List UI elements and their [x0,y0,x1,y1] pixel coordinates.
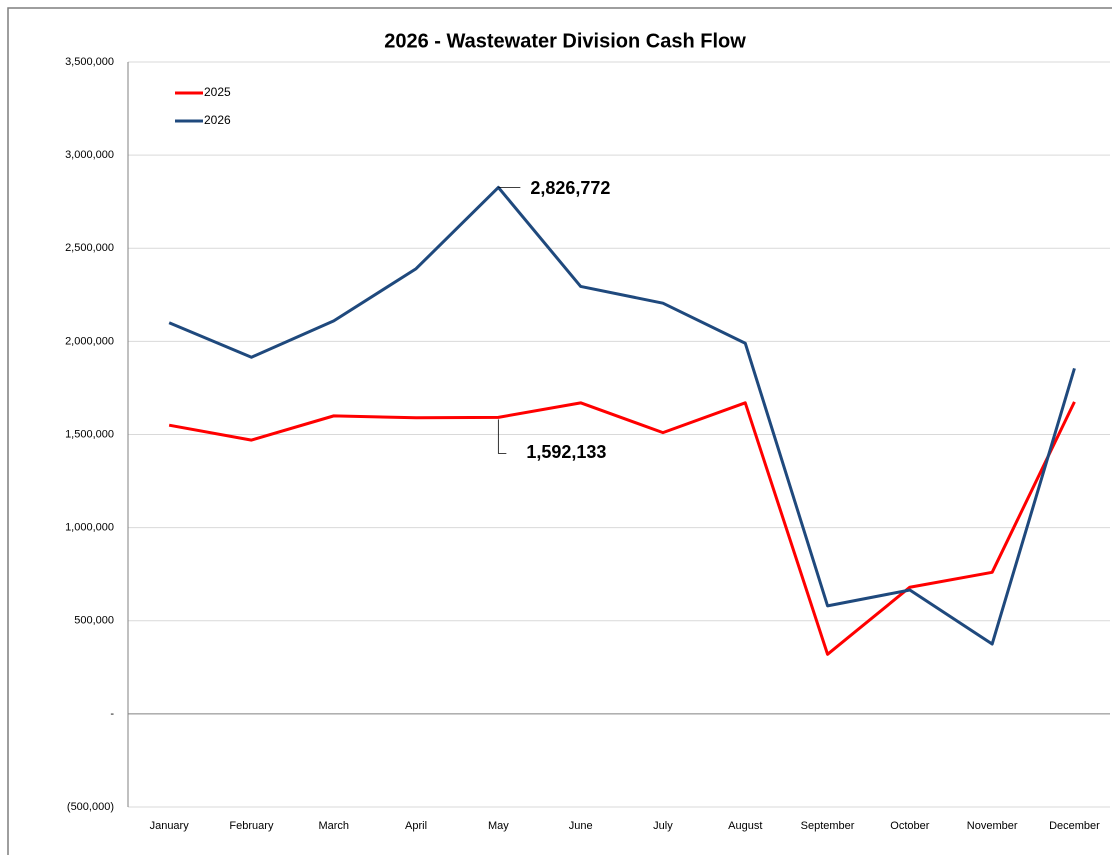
y-tick-label: 3,000,000 [65,149,114,161]
x-tick-label: July [653,820,673,832]
y-tick-label: 500,000 [74,615,114,627]
y-tick-label: 1,000,000 [65,522,114,534]
chart-title: 2026 - Wastewater Division Cash Flow [384,30,746,52]
data-label: 2,826,772 [530,178,610,198]
x-tick-label: March [318,820,349,832]
y-tick-label: 2,500,000 [65,242,114,254]
series-line [168,185,1076,646]
x-tick-label: January [150,820,190,832]
series-line [168,401,1076,656]
legend-label: 2025 [204,85,231,99]
x-tick-label: December [1049,820,1100,832]
y-tick-label: 1,500,000 [65,428,114,440]
chart-border [7,7,1112,855]
data-label: 1,592,133 [526,442,606,462]
y-tick-label: (500,000) [67,801,114,813]
x-tick-label: October [890,820,929,832]
y-tick-label: 3,500,000 [65,56,114,68]
x-tick-label: June [569,820,593,832]
legend-label: 2026 [204,113,231,127]
x-tick-label: August [728,820,762,832]
x-tick-label: May [488,820,509,832]
y-tick-label: - [110,708,114,720]
y-tick-label: 2,000,000 [65,335,114,347]
leader-line [497,419,507,454]
x-tick-label: September [801,820,855,832]
x-tick-label: April [405,820,427,832]
x-tick-label: February [229,820,274,832]
x-tick-label: November [967,820,1018,832]
